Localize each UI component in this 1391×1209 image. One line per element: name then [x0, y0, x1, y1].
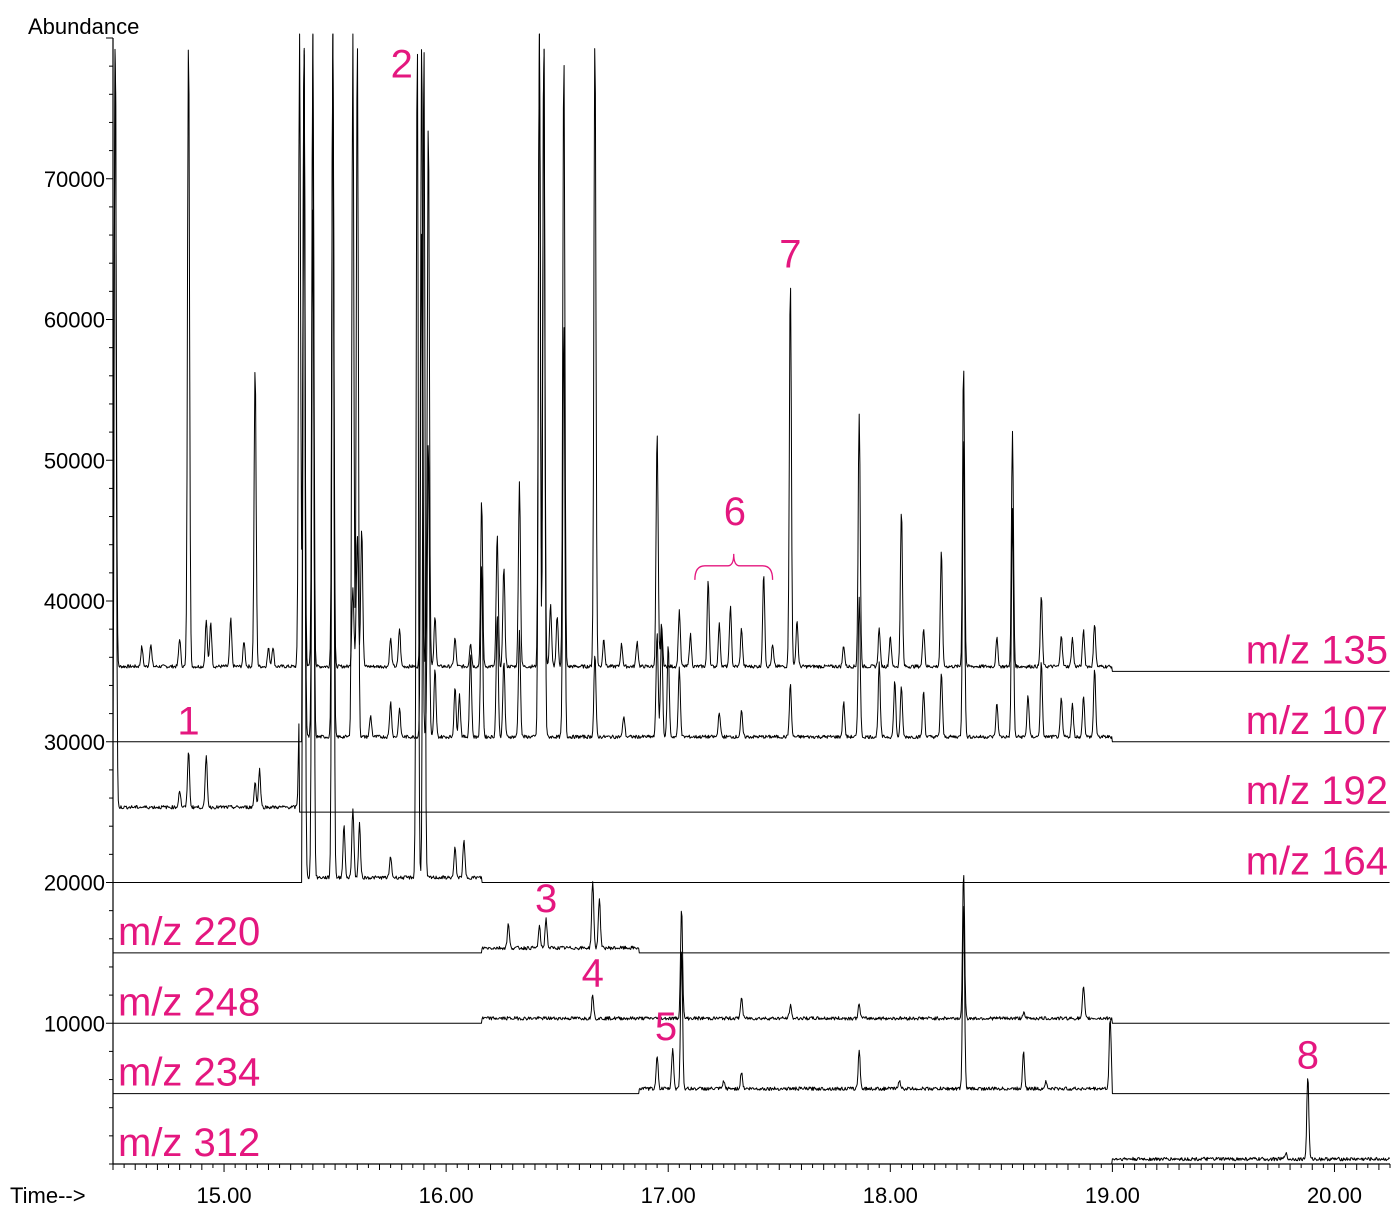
x-tick-label: 19.00	[1085, 1183, 1140, 1208]
series-label: m/z 220	[118, 910, 260, 954]
peak-number-label: 2	[391, 42, 413, 86]
peak-number-label: 6	[724, 490, 746, 534]
peak-number-label: 5	[655, 1005, 677, 1049]
trace-line	[113, 881, 1390, 954]
peak-group-bracket	[694, 553, 774, 580]
trace-line	[112, 50, 1390, 813]
trace-line	[113, 906, 1390, 1095]
x-tick-label: 20.00	[1307, 1183, 1362, 1208]
x-tick-label: 17.00	[641, 1183, 696, 1208]
trace-line	[113, 875, 1390, 1024]
series-label: m/z 192	[1246, 769, 1388, 813]
x-tick-label: 16.00	[419, 1183, 474, 1208]
trace-line	[113, 33, 1390, 743]
x-tick-label: 15.00	[197, 1183, 252, 1208]
series-label: m/z 107	[1246, 699, 1388, 743]
trace-line	[113, 33, 1390, 883]
y-tick-label: 50000	[44, 448, 105, 473]
series-label: m/z 234	[118, 1051, 260, 1095]
traces	[112, 33, 1391, 1165]
series-labels: m/z 135 m/z 107 m/z 192 m/z 164 m/z 220 m/z 2…	[118, 628, 1388, 1165]
x-ticks: 15.00 16.00 17.00 18.00 19.00 20.00	[112, 1164, 1391, 1208]
x-axis-label: Time-->	[10, 1183, 86, 1208]
peak-number-label: 4	[582, 952, 604, 996]
peak-number-label: 3	[535, 877, 557, 921]
peak-number-label: 8	[1297, 1033, 1319, 1077]
series-label: m/z 248	[118, 980, 260, 1024]
y-tick-label: 70000	[44, 167, 105, 192]
y-axis-label: Abundance	[28, 14, 139, 39]
series-label: m/z 135	[1246, 628, 1388, 672]
y-tick-label: 30000	[44, 730, 105, 755]
peak-labels: 1 2 34 5 6 7 8	[177, 42, 1319, 1077]
y-tick-label: 60000	[44, 308, 105, 333]
series-label: m/z 312	[118, 1121, 260, 1165]
trace-line	[113, 1078, 1391, 1165]
peak-number-label: 1	[177, 700, 199, 744]
y-ticks: 10000 20000 30000 40000 50000 60000 70000	[44, 37, 113, 1165]
y-tick-label: 20000	[44, 871, 105, 896]
peak-number-label: 7	[779, 232, 801, 276]
y-tick-label: 40000	[44, 589, 105, 614]
series-label: m/z 164	[1246, 840, 1388, 884]
x-tick-label: 18.00	[863, 1183, 918, 1208]
trace-line	[112, 33, 1390, 672]
y-tick-label: 10000	[44, 1011, 105, 1036]
